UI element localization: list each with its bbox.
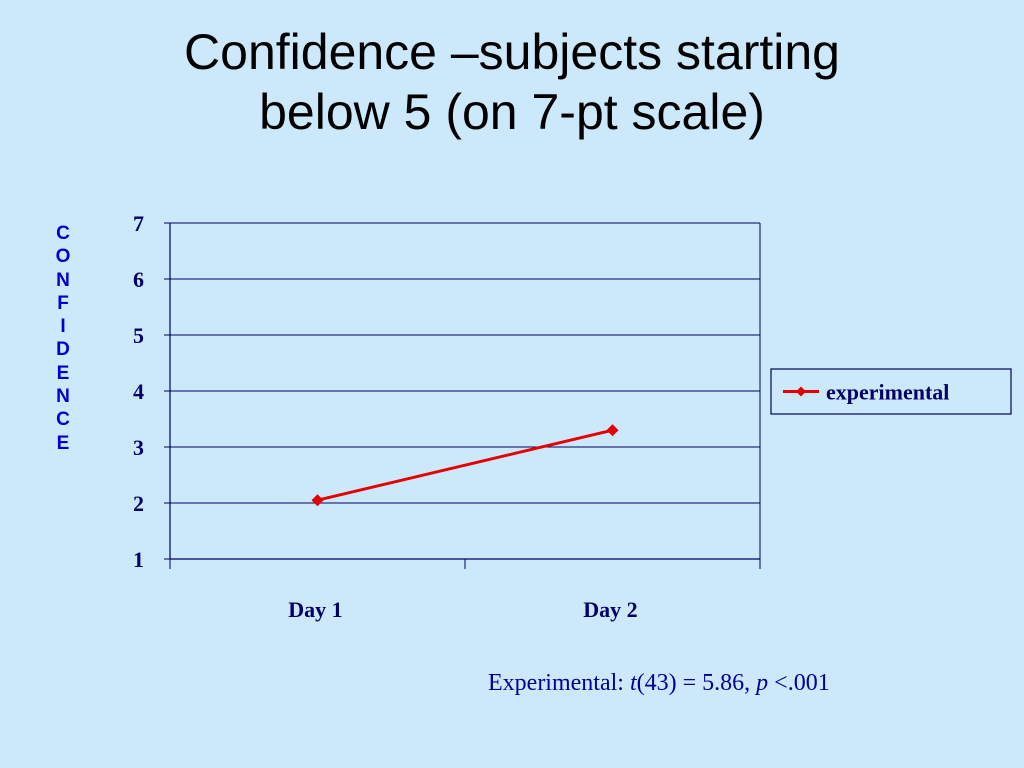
y-tick-label: 2: [133, 491, 144, 516]
legend-swatch-marker: [796, 386, 806, 397]
y-axis-label-letter: D: [56, 339, 70, 361]
statistics-note: Experimental: t(43) = 5.86, p <.001: [488, 670, 830, 697]
title-line-1: Confidence –subjects starting: [184, 24, 840, 80]
y-axis-label-letter: E: [56, 432, 70, 454]
stat-t-args: (43) = 5.86,: [636, 670, 757, 696]
stat-t-symbol: t: [629, 670, 637, 696]
y-tick-label: 4: [133, 379, 144, 404]
x-tick-label: Day 2: [583, 597, 637, 622]
y-axis-label-letter: F: [57, 292, 69, 314]
slide-title: Confidence –subjects starting below 5 (o…: [0, 22, 1024, 142]
y-axis-label-letter: E: [56, 362, 70, 384]
y-tick-label: 3: [133, 435, 144, 460]
y-axis-label-letter: I: [60, 316, 66, 338]
y-axis-label-letter: N: [56, 269, 70, 291]
stat-p-symbol: p: [756, 670, 769, 696]
series-line-experimental: [317, 428, 613, 502]
y-axis-label-letter: C: [56, 409, 70, 431]
stat-prefix: Experimental:: [488, 670, 630, 696]
stat-p-value: <.001: [768, 670, 830, 696]
data-point: [311, 494, 324, 507]
x-tick-label: Day 1: [288, 597, 342, 622]
y-axis-label-letter: C: [56, 223, 70, 244]
title-line-2: below 5 (on 7-pt scale): [259, 84, 765, 140]
y-axis-label-letter: N: [56, 386, 70, 408]
y-tick-label: 7: [133, 211, 144, 236]
data-point: [606, 424, 619, 437]
y-tick-label: 5: [133, 323, 144, 348]
y-tick-label: 1: [133, 547, 144, 572]
legend-box: [770, 368, 1012, 415]
y-tick-label: 6: [133, 267, 144, 292]
y-axis-label-letter: O: [55, 246, 71, 268]
legend-label: experimental: [826, 380, 949, 405]
